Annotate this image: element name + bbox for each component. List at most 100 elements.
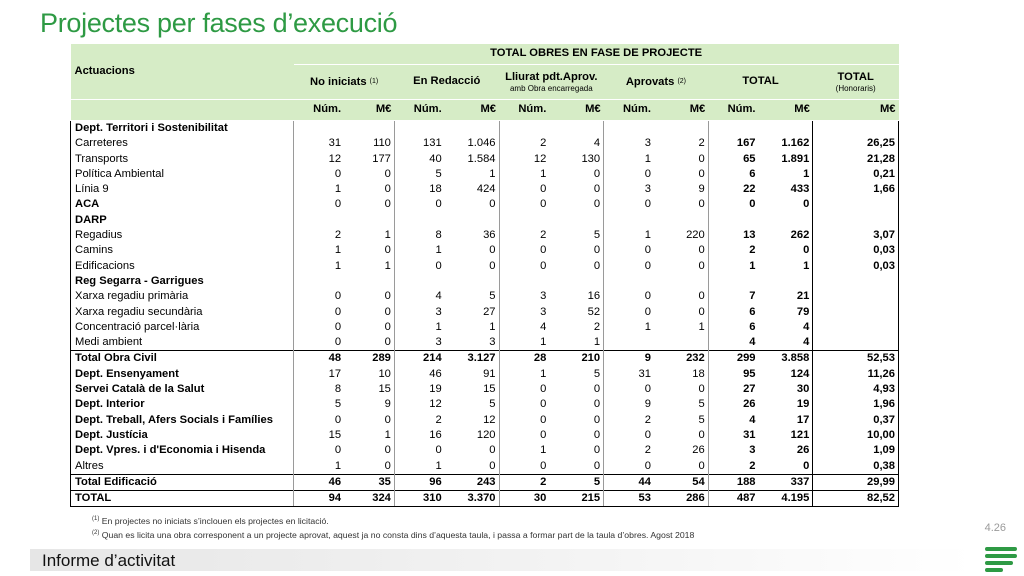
row-label: Dept. Treball, Afers Socials i Famílies: [69, 412, 294, 428]
cell-value: 1: [498, 443, 550, 459]
cell-value: 0: [384, 290, 391, 303]
cell-value: 121: [790, 428, 810, 441]
cell-value: 0: [498, 397, 550, 413]
section-row: ACA 0 0 0 0 0 0 0 0 0 0: [69, 197, 899, 213]
footnote-2: (2) Quan es licita una obra corresponent…: [92, 529, 695, 540]
section-row: DARP: [69, 212, 899, 229]
cell-value: 0: [698, 244, 705, 257]
cell-value: 1,96: [812, 397, 899, 413]
cell-value: 53: [603, 490, 654, 508]
cell-value: 19: [796, 398, 810, 411]
cell-value: 17: [796, 413, 810, 426]
cell-value: 1: [393, 319, 445, 336]
cell-value: 48: [293, 350, 345, 367]
cell-value: 19: [393, 382, 445, 398]
cell-value: 11,26: [812, 366, 899, 383]
cell-value: 1: [293, 182, 345, 198]
cell-value: 2: [593, 320, 601, 333]
cell-value: [654, 274, 708, 289]
table-row: Concentració parcel·lària 0 0 1 1 4 2 1 1 6 4: [69, 319, 899, 336]
table-row: Edificacions 1 1 0 0 0 0 0 0 1 1 0,03: [69, 258, 899, 274]
cell-value: 0: [293, 197, 345, 213]
cell-value: [445, 274, 499, 289]
cell-value: 6: [707, 319, 759, 336]
cell-value: 1,09: [812, 443, 899, 459]
cell-value: 1: [498, 166, 550, 183]
cell-value: 0: [593, 198, 601, 211]
cell-value: 8: [293, 382, 345, 398]
header-meur: M€: [444, 99, 500, 121]
cell-value: [344, 274, 394, 289]
cell-value: 220: [686, 229, 705, 242]
footnotes: (1) En projectes no iniciats s’inclouen …: [92, 513, 694, 541]
cell-value: 1: [393, 243, 445, 259]
footnote-1: (1) En projectes no iniciats s’inclouen …: [92, 515, 329, 526]
section-row: Dept. Treball, Afers Socials i Famílies 0…: [69, 412, 899, 428]
cell-value: 177: [372, 152, 391, 165]
row-label: Xarxa regadiu primària: [69, 289, 294, 305]
cell-value: 0: [498, 182, 550, 198]
cell-value: 1: [393, 458, 445, 475]
cell-value: 26: [796, 444, 810, 457]
cell-value: 5: [393, 166, 445, 183]
section-row: Dept. Ensenyament 17 10 46 91 1 5 31 18 95 124 11,2…: [69, 366, 899, 383]
row-label: Reg Segarra - Garrigues: [69, 273, 294, 290]
cell-value: 0: [603, 289, 654, 305]
cell-value: [498, 120, 550, 137]
section-row: Dept. Interior 5 9 12 5 0 0 9 5 26 19 1,96: [69, 397, 899, 413]
cell-value: 18: [692, 367, 705, 380]
cell-value: [498, 273, 550, 290]
cell-value: 124: [790, 367, 810, 380]
header-aprovats: Aprovats (2): [603, 64, 709, 100]
cell-value: 0: [384, 320, 391, 333]
row-label: Transports: [69, 151, 294, 167]
cell-value: 0: [393, 258, 445, 274]
table-row: Línia 9 1 0 18 424 0 0 3 9 22 433 1,66: [69, 182, 899, 198]
cell-value: 0: [603, 197, 654, 213]
cell-value: 0: [593, 398, 601, 411]
cell-value: 2: [293, 228, 345, 244]
cell-value: 26: [692, 444, 705, 457]
cell-value: 5: [698, 398, 705, 411]
cell-value: 130: [581, 152, 601, 165]
cell-value: 1: [489, 320, 496, 333]
table-row: Política Ambiental 0 0 5 1 1 0 0 0 6 1 0,21: [69, 166, 899, 183]
cell-value: 433: [790, 183, 810, 196]
cell-value: 0: [698, 167, 705, 180]
cell-value: [393, 120, 445, 137]
section-row: Dept. Vpres. i d'Economia i Hisenda 0 0 0 0 1…: [69, 443, 899, 459]
cell-value: 0,38: [812, 458, 899, 475]
cell-value: 5: [593, 367, 601, 380]
cell-value: [654, 213, 708, 228]
cell-value: 4: [393, 289, 445, 305]
cell-value: 1: [384, 229, 391, 242]
cell-value: 31: [707, 427, 759, 444]
cell-value: 0: [698, 198, 705, 211]
cell-value: 28: [498, 350, 550, 367]
header-meur: M€: [549, 99, 604, 121]
cell-value: 12: [498, 151, 550, 167]
cell-value: 15: [378, 383, 391, 396]
cell-value: [603, 273, 654, 290]
cell-value: 31: [603, 366, 654, 383]
cell-value: 0: [293, 319, 345, 336]
cell-value: [759, 121, 813, 137]
page-title: Projectes per fases d’execució: [40, 8, 398, 38]
cell-value: 0: [593, 167, 601, 180]
cell-value: 21: [796, 290, 810, 303]
cell-value: 3: [603, 182, 654, 198]
cell-value: 2: [498, 136, 550, 152]
cell-value: [549, 121, 603, 137]
cell-value: 3: [393, 304, 445, 320]
cell-value: 0: [293, 304, 345, 320]
cell-value: 3: [603, 136, 654, 152]
cell-value: 167: [707, 136, 759, 152]
cell-value: 9: [384, 398, 391, 411]
cell-value: 1: [489, 167, 496, 180]
footer-title: Informe d’activitat: [42, 551, 176, 570]
cell-value: 324: [344, 490, 395, 508]
cell-value: 2: [498, 228, 550, 244]
cell-value: 0: [803, 244, 810, 257]
row-label: ACA: [69, 197, 294, 213]
cell-value: [293, 212, 345, 229]
